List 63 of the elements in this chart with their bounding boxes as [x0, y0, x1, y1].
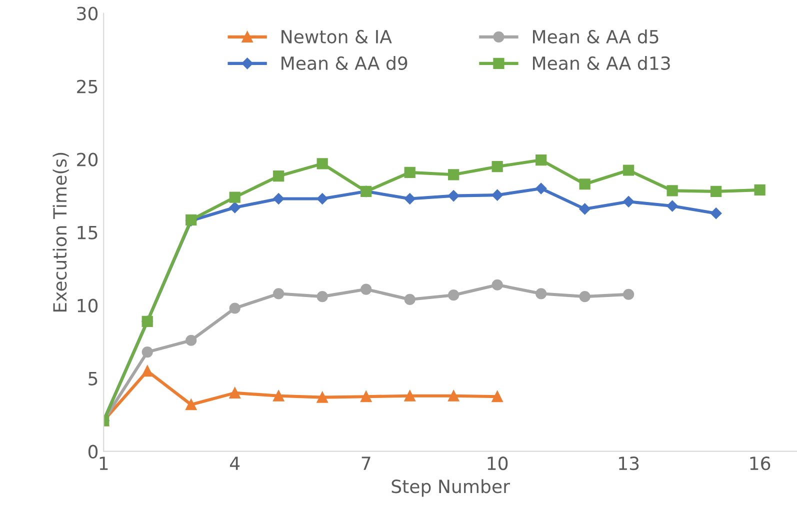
legend-label: Mean & AA d5 — [533, 30, 658, 44]
point — [186, 334, 197, 346]
point — [272, 193, 284, 204]
point — [492, 391, 503, 402]
point — [579, 291, 590, 302]
legend-label: Mean & AA d9 — [282, 56, 408, 70]
point — [316, 193, 328, 204]
x-axis-title: Step Number — [392, 479, 510, 497]
x-tick-label: 1 — [100, 456, 108, 470]
point — [229, 202, 240, 214]
y-tick-label: 20 — [77, 152, 98, 166]
y-tick-label: 30 — [77, 6, 98, 20]
point — [273, 390, 284, 402]
point — [535, 182, 547, 194]
point — [273, 288, 284, 300]
x-tick-label: 10 — [488, 456, 508, 470]
point — [316, 392, 328, 403]
point — [404, 294, 416, 306]
point — [492, 279, 503, 290]
point — [360, 391, 372, 402]
point — [579, 203, 590, 215]
point — [492, 189, 503, 201]
point — [623, 164, 634, 176]
x-tick-label: 7 — [362, 456, 370, 470]
point — [536, 288, 547, 300]
point — [229, 192, 240, 203]
point — [623, 288, 634, 300]
point — [316, 158, 328, 170]
point — [404, 166, 416, 178]
point — [448, 190, 460, 202]
point — [229, 387, 240, 398]
y-tick-label: 0 — [88, 444, 98, 458]
point — [142, 346, 153, 358]
x-tick-label: 16 — [750, 456, 770, 470]
y-axis-title: Execution Time(s) — [52, 152, 69, 312]
point — [186, 399, 197, 410]
point — [142, 365, 153, 377]
point — [448, 169, 460, 180]
point — [316, 291, 328, 302]
y-tick-label: 5 — [88, 372, 98, 386]
y-tick-label: 25 — [77, 80, 98, 94]
point — [754, 184, 766, 196]
y-tick-label: 10 — [78, 298, 98, 312]
legend-label: Mean & AA d13 — [533, 56, 670, 70]
point — [273, 170, 284, 182]
point — [710, 208, 722, 219]
point — [666, 185, 678, 196]
x-tick-label: 13 — [619, 456, 639, 470]
point — [448, 390, 460, 402]
legend-label: Newton & IA — [282, 30, 392, 44]
y-tick-label: 15 — [78, 226, 98, 240]
point — [492, 161, 503, 172]
point — [448, 290, 460, 301]
point — [710, 186, 722, 197]
point — [536, 154, 547, 166]
point — [622, 196, 634, 208]
point — [666, 200, 678, 212]
point — [579, 178, 590, 190]
x-tick-label: 4 — [230, 456, 240, 470]
point — [229, 302, 240, 314]
point — [360, 284, 372, 295]
point — [404, 390, 416, 402]
point — [404, 193, 416, 204]
